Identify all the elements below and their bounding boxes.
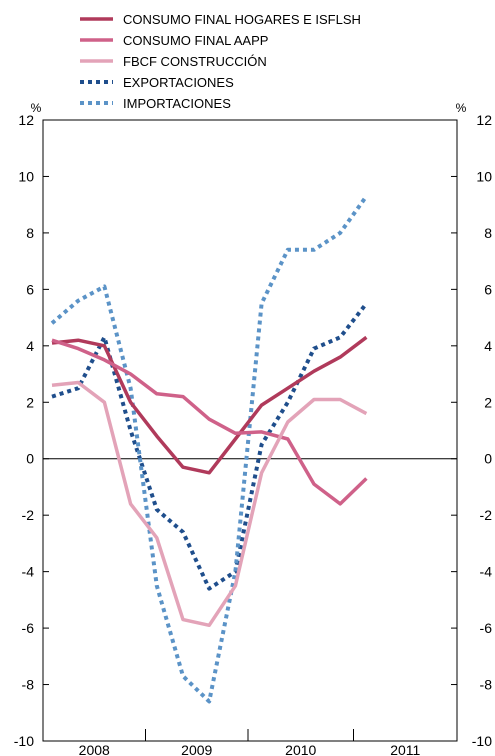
y-tick-label-right: 12 xyxy=(476,112,492,128)
legend: CONSUMO FINAL HOGARES E ISFLSH CONSUMO FI… xyxy=(80,12,361,111)
axes: -10 -10 -8 -8 -6 -6 -4 -4 -2 -2 0 0 2 2 4 4 6 6 8 8 10 10 12 12… xyxy=(14,101,492,756)
series-line-consumo-final-hogares-e-isflsh xyxy=(51,335,368,475)
x-tick-label: 2010 xyxy=(285,742,316,756)
series-line-exportaciones xyxy=(51,302,368,591)
y-tick-label-right: 4 xyxy=(484,338,492,354)
y-tick-label-right: -10 xyxy=(472,733,492,749)
legend-label: FBCF CONSTRUCCIÓN xyxy=(123,54,267,69)
y-tick-label-right: 10 xyxy=(476,168,492,184)
y-unit-left: % xyxy=(31,101,42,115)
series-line-fbcf-construcci-n xyxy=(51,380,368,628)
y-tick-label-right: 0 xyxy=(484,451,492,467)
y-tick-label-left: 2 xyxy=(26,394,34,410)
y-tick-label-left: -2 xyxy=(22,507,35,523)
y-tick-label-right: 8 xyxy=(484,225,492,241)
series-line-importaciones xyxy=(50,195,369,704)
y-tick-label-left: 6 xyxy=(26,281,34,297)
y-tick-label-left: -4 xyxy=(22,564,35,580)
x-tick-label: 2011 xyxy=(390,742,420,756)
y-tick-label-left: 10 xyxy=(18,168,34,184)
legend-label: EXPORTACIONES xyxy=(123,75,234,90)
x-tick-label: 2008 xyxy=(79,742,110,756)
y-tick-label-right: 2 xyxy=(484,394,492,410)
y-tick-label-left: 8 xyxy=(26,225,34,241)
legend-label: CONSUMO FINAL HOGARES E ISFLSH xyxy=(123,12,361,27)
y-tick-label-right: -2 xyxy=(480,507,493,523)
y-tick-label-right: -6 xyxy=(480,620,493,636)
legend-label: IMPORTACIONES xyxy=(123,96,231,111)
series-line-consumo-final-aapp xyxy=(51,338,368,506)
y-tick-label-right: -8 xyxy=(480,677,493,693)
series-lines xyxy=(50,195,369,704)
x-tick-label: 2009 xyxy=(181,742,212,756)
y-tick-label-right: 6 xyxy=(484,281,492,297)
legend-label: CONSUMO FINAL AAPP xyxy=(123,33,268,48)
y-tick-label-left: 4 xyxy=(26,338,34,354)
y-tick-label-left: -10 xyxy=(14,733,34,749)
y-unit-right: % xyxy=(456,101,467,115)
plot-frame xyxy=(42,119,458,742)
y-tick-label-left: -6 xyxy=(22,620,35,636)
y-tick-label-left: 12 xyxy=(18,112,34,128)
y-tick-label-left: -8 xyxy=(22,677,35,693)
y-tick-label-right: -4 xyxy=(480,564,493,580)
y-tick-label-left: 0 xyxy=(26,451,34,467)
